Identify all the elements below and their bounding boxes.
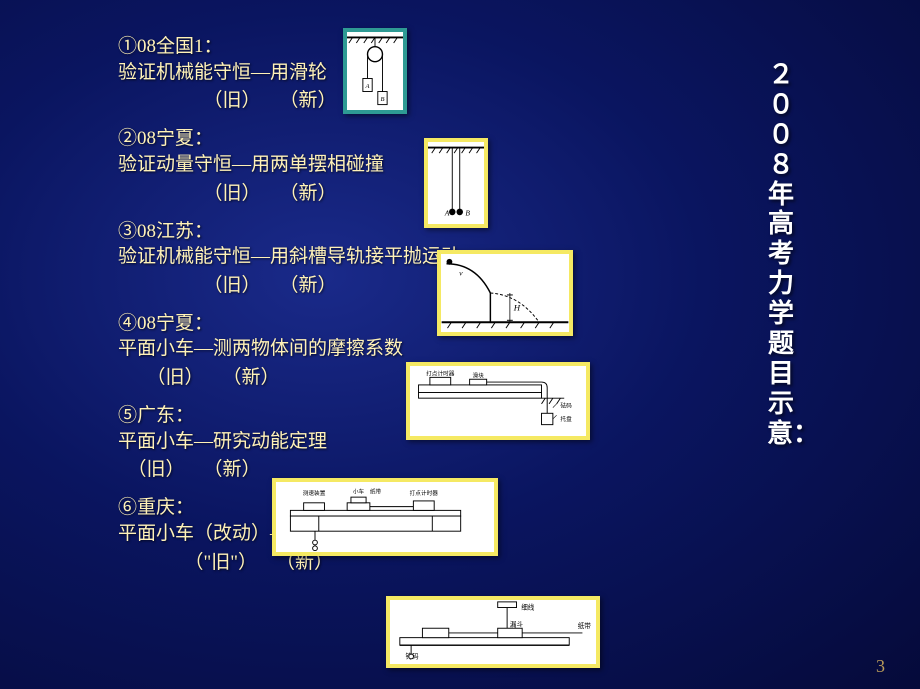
item-3-oldnew: （旧） （新） bbox=[118, 270, 718, 297]
svg-text:打点计时器: 打点计时器 bbox=[410, 489, 439, 497]
figure-4-friction: 打点计时器 滑块托盘 砝码 bbox=[406, 362, 590, 440]
svg-text:小车: 小车 bbox=[353, 487, 365, 495]
svg-text:B: B bbox=[465, 209, 470, 218]
figure-5-cart: 测速装置 小车纸带 打点计时器 bbox=[272, 478, 498, 556]
item-3: ③08江苏： 验证机械能守恒—用斜槽导轨接平抛运动 （旧） （新） bbox=[118, 219, 718, 297]
item-4-line1: ④08宁夏： bbox=[118, 311, 718, 337]
item-1: ①08全国1： 验证机械能守恒—用滑轮 （旧） （新） bbox=[118, 34, 718, 112]
figure-3-ramp: vH bbox=[437, 250, 573, 336]
svg-text:纸带: 纸带 bbox=[578, 621, 592, 630]
svg-text:细线: 细线 bbox=[521, 602, 535, 611]
figure-1-pulley: AB bbox=[343, 28, 407, 114]
svg-text:纸带: 纸带 bbox=[370, 487, 382, 495]
svg-text:A: A bbox=[365, 83, 370, 90]
figure-2-pendulum: AB bbox=[424, 138, 488, 228]
item-4-line2: 平面小车—测两物体间的摩擦系数 bbox=[118, 336, 718, 362]
svg-text:H: H bbox=[513, 303, 521, 313]
item-1-line1: ①08全国1： bbox=[118, 34, 718, 60]
item-1-oldnew: （旧） （新） bbox=[118, 85, 718, 112]
svg-text:砝码: 砝码 bbox=[560, 402, 572, 410]
svg-text:打点计时器: 打点计时器 bbox=[426, 369, 455, 377]
svg-text:A: A bbox=[444, 209, 450, 218]
svg-text:托盘: 托盘 bbox=[560, 415, 572, 423]
svg-text:测速装置: 测速装置 bbox=[303, 489, 326, 497]
figure-6-cart2: 纸带细线漏斗钩码 bbox=[386, 596, 600, 668]
item-2-line1: ②08宁夏： bbox=[118, 126, 718, 152]
svg-text:漏斗: 漏斗 bbox=[510, 619, 524, 628]
item-3-line1: ③08江苏： bbox=[118, 219, 718, 245]
item-2-line2: 验证动量守恒—用两单摆相碰撞 bbox=[118, 152, 718, 178]
item-2: ②08宁夏： 验证动量守恒—用两单摆相碰撞 （旧） （新） bbox=[118, 126, 718, 204]
svg-text:B: B bbox=[380, 96, 384, 103]
item-1-line2: 验证机械能守恒—用滑轮 bbox=[118, 60, 718, 86]
svg-text:v: v bbox=[459, 268, 463, 277]
item-2-oldnew: （旧） （新） bbox=[118, 178, 718, 205]
vertical-title: ２００８年高考力学题目示意： bbox=[767, 60, 795, 449]
item-3-line2: 验证机械能守恒—用斜槽导轨接平抛运动 bbox=[118, 244, 718, 270]
page-number: 3 bbox=[876, 656, 885, 677]
svg-text:滑块: 滑块 bbox=[472, 371, 484, 379]
